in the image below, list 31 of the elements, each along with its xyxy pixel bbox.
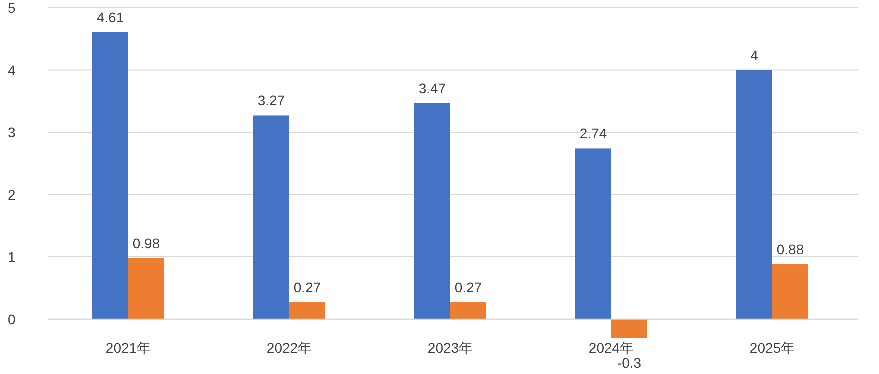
x-tick-label: 2023年 (428, 340, 474, 356)
x-tick-label: 2025年 (750, 340, 796, 356)
data-label: 3.47 (418, 80, 446, 96)
x-tick-label: 2022年 (266, 340, 312, 356)
bar (290, 302, 326, 320)
y-tick-label: 5 (8, 0, 16, 16)
bar (254, 116, 290, 320)
bar (128, 258, 164, 320)
x-tick-label: 2021年 (106, 340, 152, 356)
bar (772, 264, 808, 320)
bar (450, 302, 486, 320)
data-label: 0.27 (454, 280, 482, 296)
data-label: 0.88 (776, 242, 804, 258)
data-label: 4 (750, 47, 759, 64)
data-label: -0.3 (617, 355, 642, 371)
y-tick-label: 2 (8, 186, 16, 203)
y-tick-label: 0 (8, 311, 16, 328)
x-tick-label: 2024年 (588, 340, 634, 356)
y-tick-label: 3 (8, 124, 16, 141)
bar (414, 103, 450, 320)
data-label: 0.98 (132, 235, 160, 252)
data-label: 4.61 (96, 9, 124, 26)
data-label: 0.27 (294, 280, 322, 296)
data-label: 2.74 (580, 126, 608, 142)
bar (736, 70, 772, 320)
y-tick-label: 4 (8, 62, 16, 78)
bar (92, 32, 128, 320)
bar (612, 319, 648, 338)
y-tick-label: 1 (8, 249, 16, 266)
data-label: 3.27 (258, 92, 286, 109)
bar (576, 148, 612, 320)
